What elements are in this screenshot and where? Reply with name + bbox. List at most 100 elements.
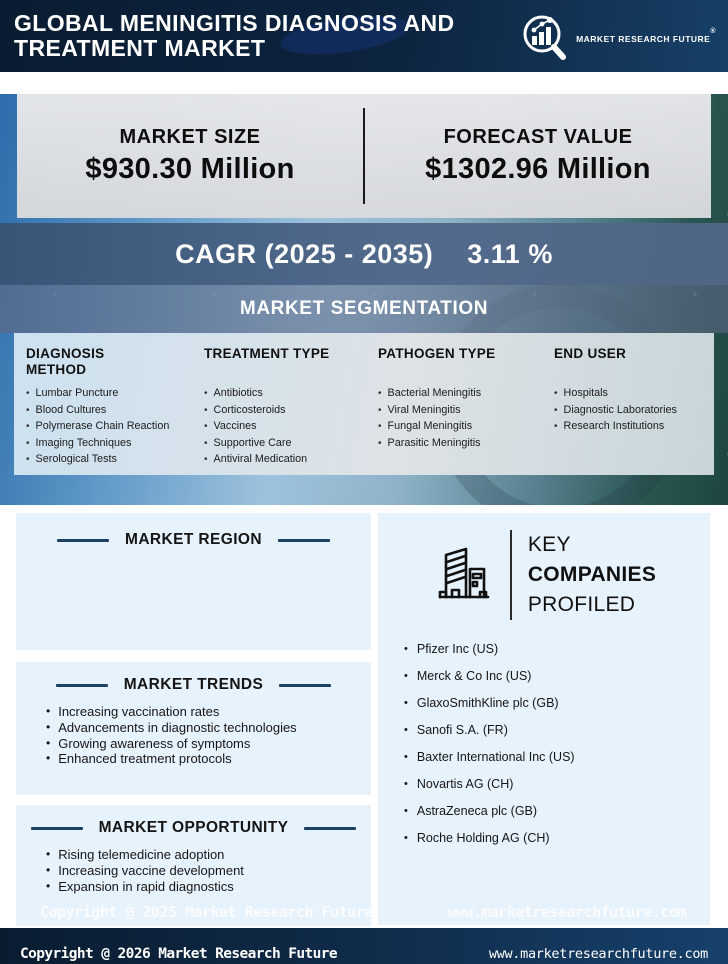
market-trend-label: Growing awareness of symptoms (58, 735, 251, 751)
bullet-icon: • (554, 388, 558, 399)
segmentation-item: • Viral Meningitis (378, 404, 554, 416)
brand-logo: MARKET RESEARCH FUTURE® (519, 9, 716, 68)
segmentation-item: • Serological Tests (26, 453, 204, 466)
segmentation-item-label: Corticosteroids (213, 403, 286, 416)
bullet-icon: • (26, 388, 30, 399)
segmentation-item: • Research Institutions (554, 421, 704, 433)
bullet-icon: • (554, 421, 558, 432)
heading-dash-left (30, 826, 83, 830)
bullet-icon: • (26, 404, 30, 416)
company-label: Novartis AG (CH) (416, 777, 514, 791)
segmentation-column-header: DIAGNOSIS METHOD (26, 346, 105, 377)
bullet-icon: • (404, 670, 408, 682)
bullet-icon: • (404, 805, 408, 817)
bullet-icon: • (404, 697, 408, 709)
market-opportunity-title: MARKET OPPORTUNITY (98, 819, 289, 836)
segmentation-item-label: Imaging Techniques (35, 436, 132, 449)
market-region-title: MARKET REGION (125, 531, 262, 548)
bullet-icon: • (46, 751, 51, 766)
forecast-value-block: FORECAST VALUE $1302.96 Million (365, 126, 711, 186)
market-trends-panel: MARKET TRENDS • Increasing vaccination ra… (16, 662, 371, 795)
bullet-icon: • (204, 454, 208, 465)
segmentation-column-header: PATHOGEN TYPE (378, 346, 496, 361)
company-label: Sanofi S.A. (FR) (416, 723, 508, 737)
heading-dash-left (55, 683, 108, 687)
buildings-icon (432, 540, 494, 611)
market-region-panel: MARKET REGION (16, 513, 371, 650)
bullet-icon: • (378, 421, 382, 432)
bullet-icon: • (554, 404, 558, 416)
segmentation-item: • Corticosteroids (204, 403, 378, 416)
market-opportunity-panel: MARKET OPPORTUNITY • Rising telemedicine … (16, 805, 371, 926)
magnifier-chart-logo-icon (519, 9, 569, 68)
segmentation-panel: DIAGNOSIS METHOD • Lumbar Puncture • Blood … (14, 333, 714, 475)
bullet-icon: • (204, 388, 208, 399)
segmentation-item-label: Supportive Care (213, 436, 292, 449)
company-item: • Baxter International Inc (US) (404, 750, 710, 777)
segmentation-item: • Diagnostic Laboratories (554, 403, 704, 416)
segmentation-item: • Polymerase Chain Reaction (26, 421, 204, 433)
market-trend-item: • Increasing vaccination rates (46, 704, 371, 720)
market-trend-item: • Growing awareness of symptoms (46, 736, 371, 752)
segmentation-item: • Bacterial Meningitis (378, 387, 554, 400)
market-trends-heading: MARKET TRENDS (16, 662, 371, 694)
bullet-icon: • (378, 388, 382, 399)
bullet-icon: • (46, 878, 51, 893)
segmentation-item-label: Diagnostic Laboratories (563, 403, 677, 416)
segmentation-item: • Lumbar Puncture (26, 387, 204, 400)
bullet-icon: • (204, 404, 208, 416)
company-item: • GlaxoSmithKline plc (GB) (404, 696, 710, 723)
company-label: Roche Holding AG (CH) (416, 831, 550, 845)
company-item: • Novartis AG (CH) (404, 777, 710, 804)
segmentation-item-label: Antiviral Medication (213, 453, 308, 465)
segmentation-column-diagnosis-method: DIAGNOSIS METHOD • Lumbar Puncture • Blood … (26, 346, 204, 475)
companies-list: • Pfizer Inc (US) • Merck & Co Inc (US) • Gla… (404, 642, 710, 858)
segmentation-item: • Parasitic Meningitis (378, 436, 554, 449)
bullet-icon: • (46, 735, 51, 750)
cagr-value: 3.11 % (467, 238, 553, 269)
company-label: GlaxoSmithKline plc (GB) (416, 696, 559, 710)
market-opportunity-label: Rising telemedicine adoption (58, 847, 225, 862)
company-label: Baxter International Inc (US) (416, 750, 575, 764)
segmentation-heading-band: MARKET SEGMENTATION (0, 285, 728, 333)
page-title-line2: TREATMENT MARKET (14, 35, 266, 61)
segmentation-item-list: • Lumbar Puncture • Blood Cultures • Polymera… (26, 387, 204, 466)
segmentation-item-label: Blood Cultures (35, 403, 107, 416)
market-opportunity-item: • Increasing vaccine development (46, 863, 371, 879)
bullet-icon: • (46, 862, 51, 877)
market-trend-item: • Enhanced treatment protocols (46, 751, 371, 767)
bullet-icon: • (404, 751, 408, 763)
bullet-icon: • (378, 437, 382, 449)
bullet-icon: • (26, 454, 30, 465)
segmentation-item-label: Serological Tests (35, 453, 117, 465)
page-title-line1: GLOBAL MENINGITIS DIAGNOSIS AND (14, 10, 455, 36)
segmentation-item: • Blood Cultures (26, 403, 204, 416)
segmentation-column-header: END USER (554, 346, 627, 361)
market-opportunity-label: Increasing vaccine development (58, 862, 244, 878)
key-companies-title: KEY COMPANIES PROFILED (528, 530, 656, 620)
key-companies-title-line2: COMPANIES (527, 563, 657, 586)
market-size-value: $930.30 Million (85, 153, 295, 185)
cagr-band: CAGR (2025 - 2035) 3.11 % (0, 223, 728, 285)
segmentation-item: • Antiviral Medication (204, 453, 378, 466)
heading-dash-right (277, 538, 330, 542)
segmentation-item: • Hospitals (554, 388, 704, 400)
key-companies-header: KEY COMPANIES PROFILED (378, 513, 710, 620)
segmentation-item-label: Fungal Meningitis (387, 420, 473, 432)
market-size-label: MARKET SIZE (119, 126, 261, 148)
bullet-icon: • (26, 437, 30, 449)
bullet-icon: • (404, 778, 408, 790)
segmentation-item-label: Bacterial Meningitis (387, 387, 482, 399)
segmentation-item-label: Vaccines (213, 420, 257, 432)
key-companies-panel: KEY COMPANIES PROFILED • Pfizer Inc (US) •… (378, 513, 710, 925)
segmentation-item-label: Lumbar Puncture (35, 387, 119, 399)
segmentation-item-label: Parasitic Meningitis (387, 436, 481, 449)
segmentation-item-list: • Hospitals • Diagnostic Laboratories • Resea… (554, 388, 704, 433)
bullet-icon: • (26, 421, 30, 432)
segmentation-item-list: • Antibiotics • Corticosteroids • Vaccines • Su… (204, 388, 378, 466)
key-companies-title-line1: KEY (527, 533, 571, 556)
segmentation-column-header: TREATMENT TYPE (204, 346, 330, 361)
market-trend-item: • Advancements in diagnostic technologies (46, 720, 371, 736)
market-opportunity-item: • Rising telemedicine adoption (46, 847, 371, 863)
header: GLOBAL MENINGITIS DIAGNOSIS AND TREATMEN… (0, 0, 728, 72)
